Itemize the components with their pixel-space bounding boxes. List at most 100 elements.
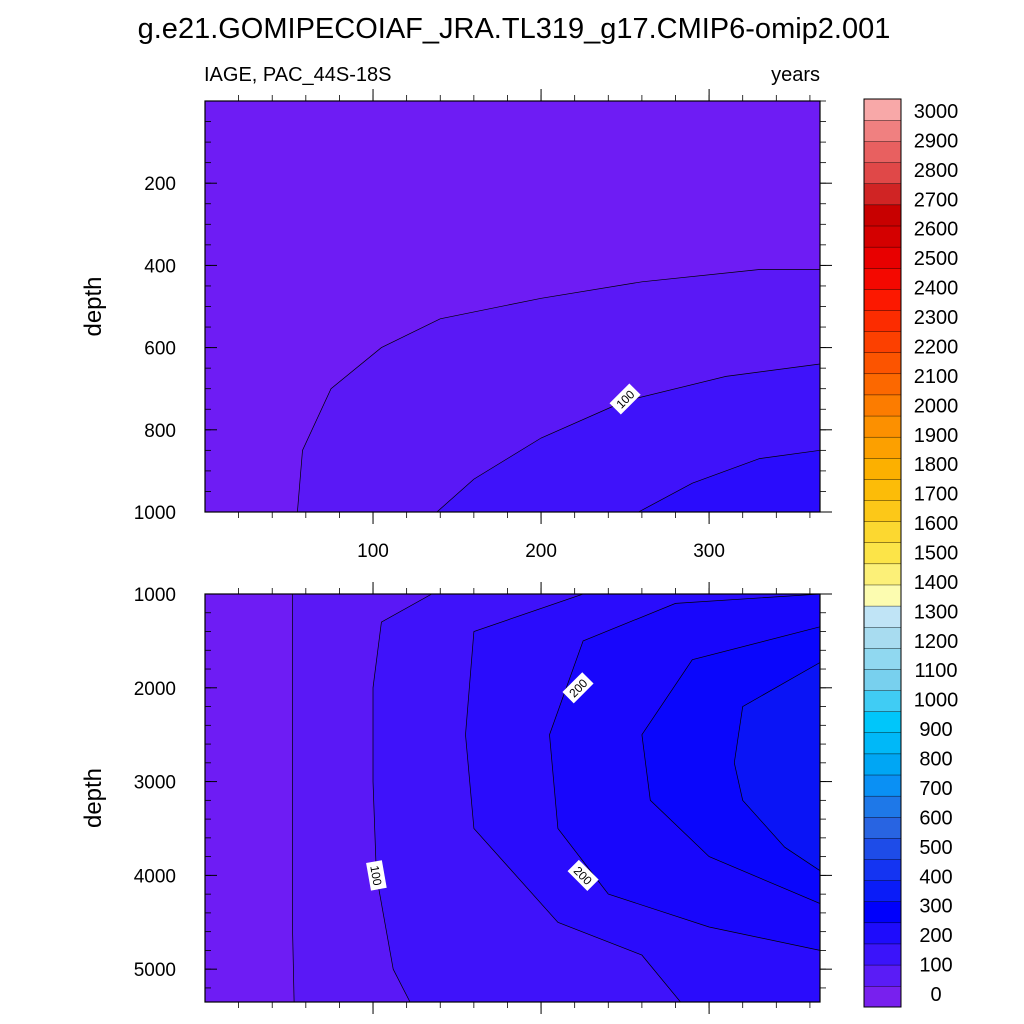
- colorbar-tick-label: 1700: [914, 484, 959, 506]
- colorbar-box: [863, 753, 902, 776]
- colorbar-tick-label: 100: [919, 955, 952, 977]
- colorbar-box: [863, 985, 902, 1008]
- x-tick-label: 200: [525, 541, 557, 562]
- figure-title: g.e21.GOMIPECOIAF_JRA.TL319_g17.CMIP6-om…: [138, 13, 891, 45]
- colorbar-tick-label: 600: [919, 807, 952, 829]
- contour-label-100: 100: [366, 860, 387, 891]
- colorbar-box: [863, 521, 902, 543]
- x-tick-label: 100: [357, 541, 389, 562]
- contour-line-150: [638, 449, 820, 512]
- colorbar-box: [863, 816, 902, 839]
- colorbar-box: [863, 858, 902, 881]
- colorbar-tick-label: 3000: [914, 101, 959, 123]
- colorbar-tick-label: 200: [919, 925, 952, 947]
- colorbar-box: [863, 774, 902, 797]
- colorbar-box: [863, 605, 902, 628]
- colorbar-box: [863, 394, 902, 417]
- colorbar-tick-label: 700: [919, 778, 952, 800]
- colorbar-box: [863, 288, 902, 311]
- colorbar-box: [863, 204, 902, 227]
- colorbar-box: [863, 647, 902, 670]
- colorbar-box: [863, 309, 902, 332]
- colorbar-tick-label: 1600: [914, 513, 959, 535]
- y-tick-label: 800: [144, 421, 176, 442]
- contour-line-100: [372, 594, 432, 1002]
- colorbar-tick-label: 900: [919, 719, 952, 741]
- contour-region-150: [638, 450, 820, 512]
- colorbar-box: [863, 436, 902, 459]
- colorbar-tick-label: 400: [919, 866, 952, 888]
- y-tick-label: 5000: [134, 960, 176, 981]
- colorbar-box: [863, 901, 902, 924]
- colorbar-box: [863, 732, 902, 755]
- y-tick-label: 3000: [134, 773, 176, 794]
- contour-line-150: [465, 594, 681, 1002]
- contour-label-100: 100: [609, 383, 641, 415]
- contour-label-text: 100: [367, 864, 384, 886]
- colorbar-tick-label: 2800: [914, 160, 959, 182]
- colorbar-tick-label: 1100: [914, 660, 957, 682]
- colorbar-tick-label: 1300: [914, 601, 959, 623]
- contour-line-300: [733, 662, 820, 871]
- colorbar-tick-label: 2000: [914, 395, 959, 417]
- colorbar-tick-label: 1200: [914, 631, 959, 653]
- colorbar-box: [863, 837, 902, 860]
- colorbar-box: [863, 457, 902, 480]
- contour-line-50: [297, 269, 820, 512]
- contour-line-50: [292, 594, 295, 1002]
- y-tick-label: 200: [144, 174, 176, 195]
- colorbar-box: [863, 964, 902, 987]
- colorbar-box: [863, 373, 902, 396]
- colorbar-tick-label: 2900: [914, 130, 959, 152]
- colorbar-tick-label: 500: [919, 837, 952, 859]
- contour-line-100: [436, 363, 820, 512]
- colorbar-tick-label: 2500: [914, 248, 959, 270]
- colorbar-box: [863, 352, 902, 375]
- y-tick-label: 1000: [134, 585, 176, 606]
- colorbar-box: [863, 119, 902, 142]
- colorbar-box: [863, 162, 902, 184]
- colorbar-tick-label: 0: [930, 984, 941, 1006]
- colorbar-box: [863, 922, 902, 945]
- y-tick-label: 600: [144, 339, 176, 360]
- panel-upper-fills: [205, 101, 820, 512]
- colorbar-tick-label: 300: [919, 896, 952, 918]
- colorbar-tick-label: 2600: [914, 219, 959, 241]
- colorbar-box: [863, 415, 902, 438]
- colorbar-tick-label: 2300: [914, 307, 959, 329]
- colorbar: 0 100 200 300 400 500 600 700 800 900 1000 1100 1200…: [863, 98, 959, 1008]
- colorbar-tick-label: 1800: [914, 454, 959, 476]
- colorbar-frame: [863, 98, 902, 1008]
- y-tick-label: 4000: [134, 866, 176, 887]
- colorbar-box: [863, 668, 902, 691]
- colorbar-box: [863, 98, 902, 121]
- colorbar-box: [863, 795, 902, 818]
- colorbar-box: [863, 542, 902, 565]
- panel-lower-fills: [205, 594, 820, 1002]
- y-tick-label: 2000: [134, 679, 176, 700]
- x-tick-label: 300: [693, 541, 725, 562]
- colorbar-box: [863, 267, 902, 290]
- colorbar-box: [863, 880, 902, 902]
- colorbar-tick-label: 1000: [914, 690, 959, 712]
- panel-upper: 100 depth 200 400 600 800 1000 100 200 300: [80, 89, 832, 562]
- y-tick-label: 400: [144, 256, 176, 277]
- colorbar-tick-label: 2200: [914, 337, 959, 359]
- colorbar-box: [863, 711, 902, 733]
- colorbar-tick-label: 1900: [914, 425, 959, 447]
- colorbar-box: [863, 246, 902, 269]
- colorbar-tick-label: 800: [919, 749, 952, 771]
- colorbar-box: [863, 563, 902, 586]
- colorbar-box: [863, 478, 902, 501]
- colorbar-box: [863, 141, 902, 163]
- y-tick-label: 1000: [134, 503, 176, 524]
- colorbar-box: [863, 943, 902, 966]
- colorbar-tick-label: 2100: [914, 366, 959, 388]
- colorbar-tick-label: 1500: [914, 543, 959, 565]
- colorbar-box: [863, 331, 902, 353]
- units-label: years: [771, 64, 820, 86]
- colorbar-box: [863, 690, 902, 712]
- colorbar-box: [863, 626, 902, 649]
